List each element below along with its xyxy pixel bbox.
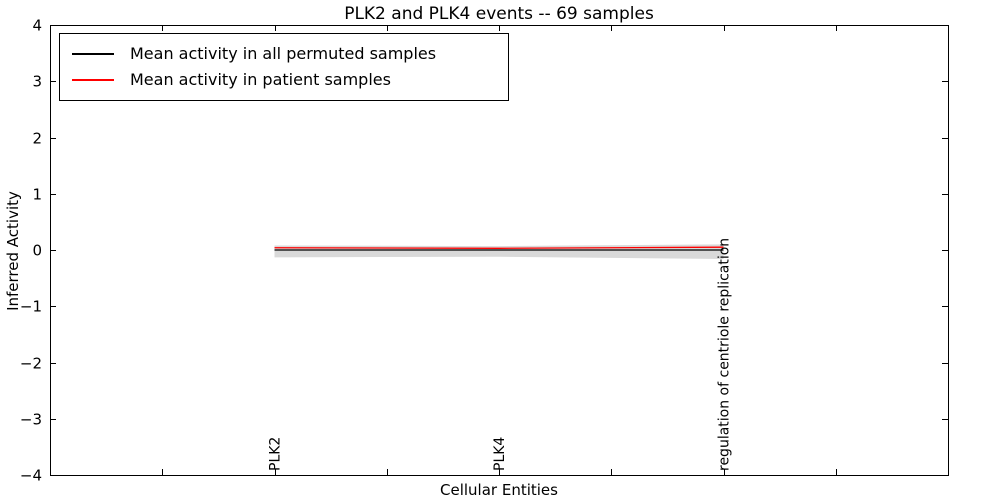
legend-label-permuted: Mean activity in all permuted samples	[130, 43, 437, 63]
legend-line-patient	[72, 79, 114, 82]
x-category-label: PLK2	[268, 437, 284, 471]
chart-title: PLK2 and PLK4 events -- 69 samples	[344, 4, 654, 24]
y-tick-label: −1	[20, 298, 42, 316]
y-tick-label: −4	[20, 467, 42, 485]
legend-item-permuted: Mean activity in all permuted samples	[60, 45, 508, 63]
std-band	[274, 244, 724, 259]
y-tick-label: 2	[32, 130, 42, 148]
y-tick-label: 1	[32, 186, 42, 204]
legend-item-patient: Mean activity in patient samples	[60, 71, 508, 89]
y-tick-label: 4	[32, 17, 42, 35]
mean-patient-line	[274, 246, 724, 249]
x-category-label: PLK4	[492, 437, 508, 471]
y-tick-label: 0	[32, 242, 42, 260]
x-axis-label: Cellular Entities	[440, 481, 558, 499]
x-category-label: regulation of centriole replication	[717, 238, 733, 471]
legend: Mean activity in all permuted samples Me…	[59, 33, 509, 101]
legend-label-patient: Mean activity in patient samples	[130, 70, 391, 90]
y-tick-label: −2	[20, 355, 42, 373]
legend-line-permuted	[72, 52, 114, 55]
y-tick-label: −3	[20, 411, 42, 429]
y-tick-label: 3	[32, 73, 42, 91]
y-axis-label: Inferred Activity	[4, 191, 22, 311]
